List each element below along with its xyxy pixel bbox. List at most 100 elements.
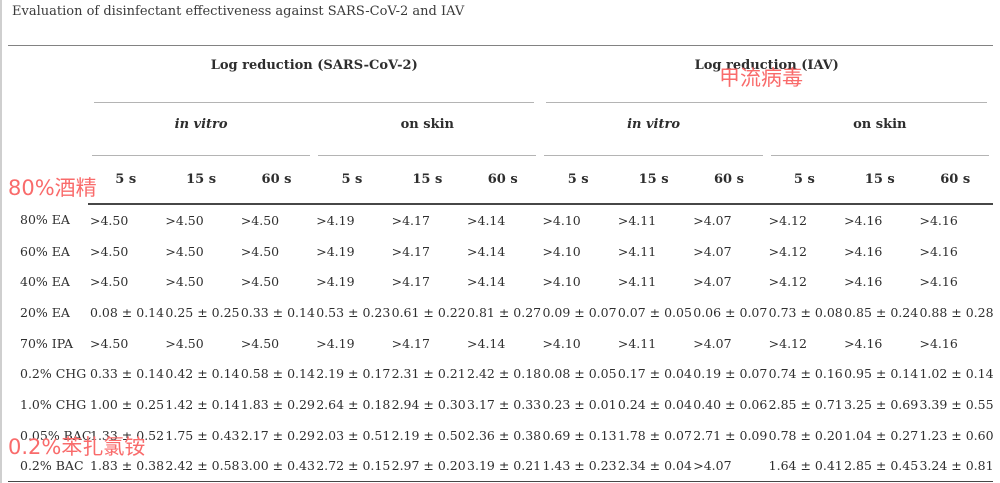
table-cell: >4.11 xyxy=(617,243,657,259)
row-label: 20% EA xyxy=(20,304,70,320)
table-cell: >4.50 xyxy=(90,212,129,228)
table-cell: 2.85 ± 0.71 xyxy=(768,396,843,412)
table-cell: 1.83 ± 0.29 xyxy=(240,396,315,412)
table-cell: 2.17 ± 0.29 xyxy=(240,427,315,443)
table-cell: >4.12 xyxy=(768,243,807,259)
table-cell: >4.10 xyxy=(542,243,581,259)
table-cell: 0.88 ± 0.28 xyxy=(919,304,994,320)
table-cell: 1.78 ± 0.07 xyxy=(617,427,692,443)
table-cell: >4.14 xyxy=(467,212,506,228)
group-header-row: Log reduction (SARS-CoV-2) Log reduction… xyxy=(8,46,993,104)
table-cell: >4.17 xyxy=(391,212,430,228)
table-cell: 1.43 ± 0.23 xyxy=(542,458,617,474)
table-cell: 0.74 ± 0.16 xyxy=(768,366,843,382)
time-header: 60 s xyxy=(238,156,315,205)
table-row: 60% EA >4.50 >4.50 >4.50 >4.19 >4.17 >4.14 >4.1… xyxy=(8,236,993,267)
corner-cell xyxy=(8,103,88,156)
table-cell: >4.17 xyxy=(391,274,430,290)
condition-header-iav-invitro: in vitro xyxy=(540,103,766,156)
condition-header-sars-onskin: on skin xyxy=(314,103,540,156)
table-cell: 3.00 ± 0.43 xyxy=(240,458,315,474)
time-header: 15 s xyxy=(389,156,466,205)
row-label: 40% EA xyxy=(20,274,70,290)
row-label: 60% EA xyxy=(20,243,70,259)
table-cell: >4.50 xyxy=(165,335,204,351)
table-cell: >4.12 xyxy=(768,274,807,290)
row-label: 1.0% CHG xyxy=(20,396,87,412)
table-row: 0.2% CHG 0.33 ± 0.14 0.42 ± 0.14 0.58 ± 0.1… xyxy=(8,358,994,389)
time-header: 15 s xyxy=(615,156,692,205)
table-cell: >4.16 xyxy=(919,243,958,259)
row-label: 0.2% CHG xyxy=(20,366,87,382)
table-cell: 2.19 ± 0.17 xyxy=(316,366,391,382)
group-header-iav-label: Log reduction (IAV) xyxy=(546,46,987,103)
table-cell: >4.19 xyxy=(316,243,355,259)
table-cell: 0.33 ± 0.14 xyxy=(90,366,165,382)
table-cell: 2.85 ± 0.45 xyxy=(844,458,919,474)
table-cell: >4.50 xyxy=(90,274,129,290)
table-cell: 0.81 ± 0.27 xyxy=(467,304,542,320)
time-header: 5 s xyxy=(88,156,164,205)
table-cell: 0.85 ± 0.24 xyxy=(844,304,919,320)
annotation-iav-chinese: 甲流病毒 xyxy=(719,66,803,90)
table-cell: 0.33 ± 0.14 xyxy=(240,304,315,320)
table-cell: >4.07 xyxy=(693,212,732,228)
table-body: 80% EA >4.50 >4.50 >4.50 >4.19 >4.17 >4.14 >4.1… xyxy=(8,204,994,482)
table-cell: >4.16 xyxy=(844,243,883,259)
table-cell: 3.39 ± 0.55 xyxy=(919,396,994,412)
table-cell: 1.75 ± 0.43 xyxy=(165,427,240,443)
annotation-bac-chinese: 0.2%苯扎氯铵 xyxy=(8,435,146,459)
table-cell: >4.07 xyxy=(693,274,732,290)
table-cell: >4.50 xyxy=(240,335,280,351)
page-title: Evaluation of disinfectant effectiveness… xyxy=(12,4,465,19)
table-cell: 0.07 ± 0.05 xyxy=(617,304,692,320)
table-cell: 1.42 ± 0.14 xyxy=(165,396,240,412)
table-cell: >4.50 xyxy=(90,243,129,259)
table-cell: 0.24 ± 0.04 xyxy=(617,396,692,412)
table-cell: 1.23 ± 0.60 xyxy=(919,427,994,443)
table-cell: >4.10 xyxy=(542,212,581,228)
disinfectant-results-table: Log reduction (SARS-CoV-2) Log reduction… xyxy=(8,45,994,483)
table-cell: >4.50 xyxy=(165,274,204,290)
time-header: 60 s xyxy=(465,156,541,205)
row-label: 0.2% BAC xyxy=(20,458,84,474)
table-cell: >4.16 xyxy=(919,335,958,351)
table-row: 0.05% BAC 1.33 ± 0.52 1.75 ± 0.43 2.17 ± 0.… xyxy=(8,420,994,451)
table-cell: >4.16 xyxy=(919,212,958,228)
table-cell: 0.08 ± 0.14 xyxy=(90,304,165,320)
table-cell: 0.73 ± 0.08 xyxy=(768,304,843,320)
table-cell: >4.14 xyxy=(467,243,506,259)
table-cell: >4.07 xyxy=(693,243,732,259)
table-cell: >4.50 xyxy=(165,212,204,228)
table-cell: 0.06 ± 0.07 xyxy=(693,304,768,320)
table-cell: >4.07 xyxy=(693,458,732,474)
table-cell: >4.19 xyxy=(316,212,355,228)
time-header: 15 s xyxy=(163,156,239,205)
table-cell: >4.14 xyxy=(467,335,506,351)
table-cell: >4.16 xyxy=(844,274,883,290)
table-cell: >4.10 xyxy=(542,335,581,351)
table-cell: 1.00 ± 0.25 xyxy=(90,396,165,412)
table-cell: 1.83 ± 0.38 xyxy=(90,458,165,474)
table-cell: 0.53 ± 0.23 xyxy=(316,304,391,320)
time-header: 60 s xyxy=(691,156,767,205)
table-cell: 3.24 ± 0.81 xyxy=(919,458,994,474)
table-cell: 2.42 ± 0.58 xyxy=(165,458,240,474)
table-cell: 0.08 ± 0.05 xyxy=(542,366,617,382)
group-header-iav: Log reduction (IAV) xyxy=(540,46,993,103)
table-cell: 3.17 ± 0.33 xyxy=(467,396,542,412)
table-cell: 0.78 ± 0.20 xyxy=(768,427,843,443)
table-cell: >4.50 xyxy=(240,243,280,259)
corner-cell xyxy=(8,46,88,104)
table-cell: >4.11 xyxy=(617,335,657,351)
table-cell: >4.11 xyxy=(617,274,657,290)
time-header: 5 s xyxy=(314,156,390,205)
table-row: 40% EA >4.50 >4.50 >4.50 >4.19 >4.17 >4.14 >4.1… xyxy=(8,266,993,297)
condition-header-iav-onskin: on skin xyxy=(767,103,993,156)
table-row: 0.2% BAC 1.83 ± 0.38 2.42 ± 0.58 3.00 ± 0.4… xyxy=(8,451,994,482)
table-cell: >4.17 xyxy=(391,335,430,351)
row-label: 80% EA xyxy=(20,212,70,228)
table-cell: 1.04 ± 0.27 xyxy=(844,427,919,443)
table-cell: 2.36 ± 0.38 xyxy=(467,427,542,443)
time-header: 60 s xyxy=(917,156,993,205)
